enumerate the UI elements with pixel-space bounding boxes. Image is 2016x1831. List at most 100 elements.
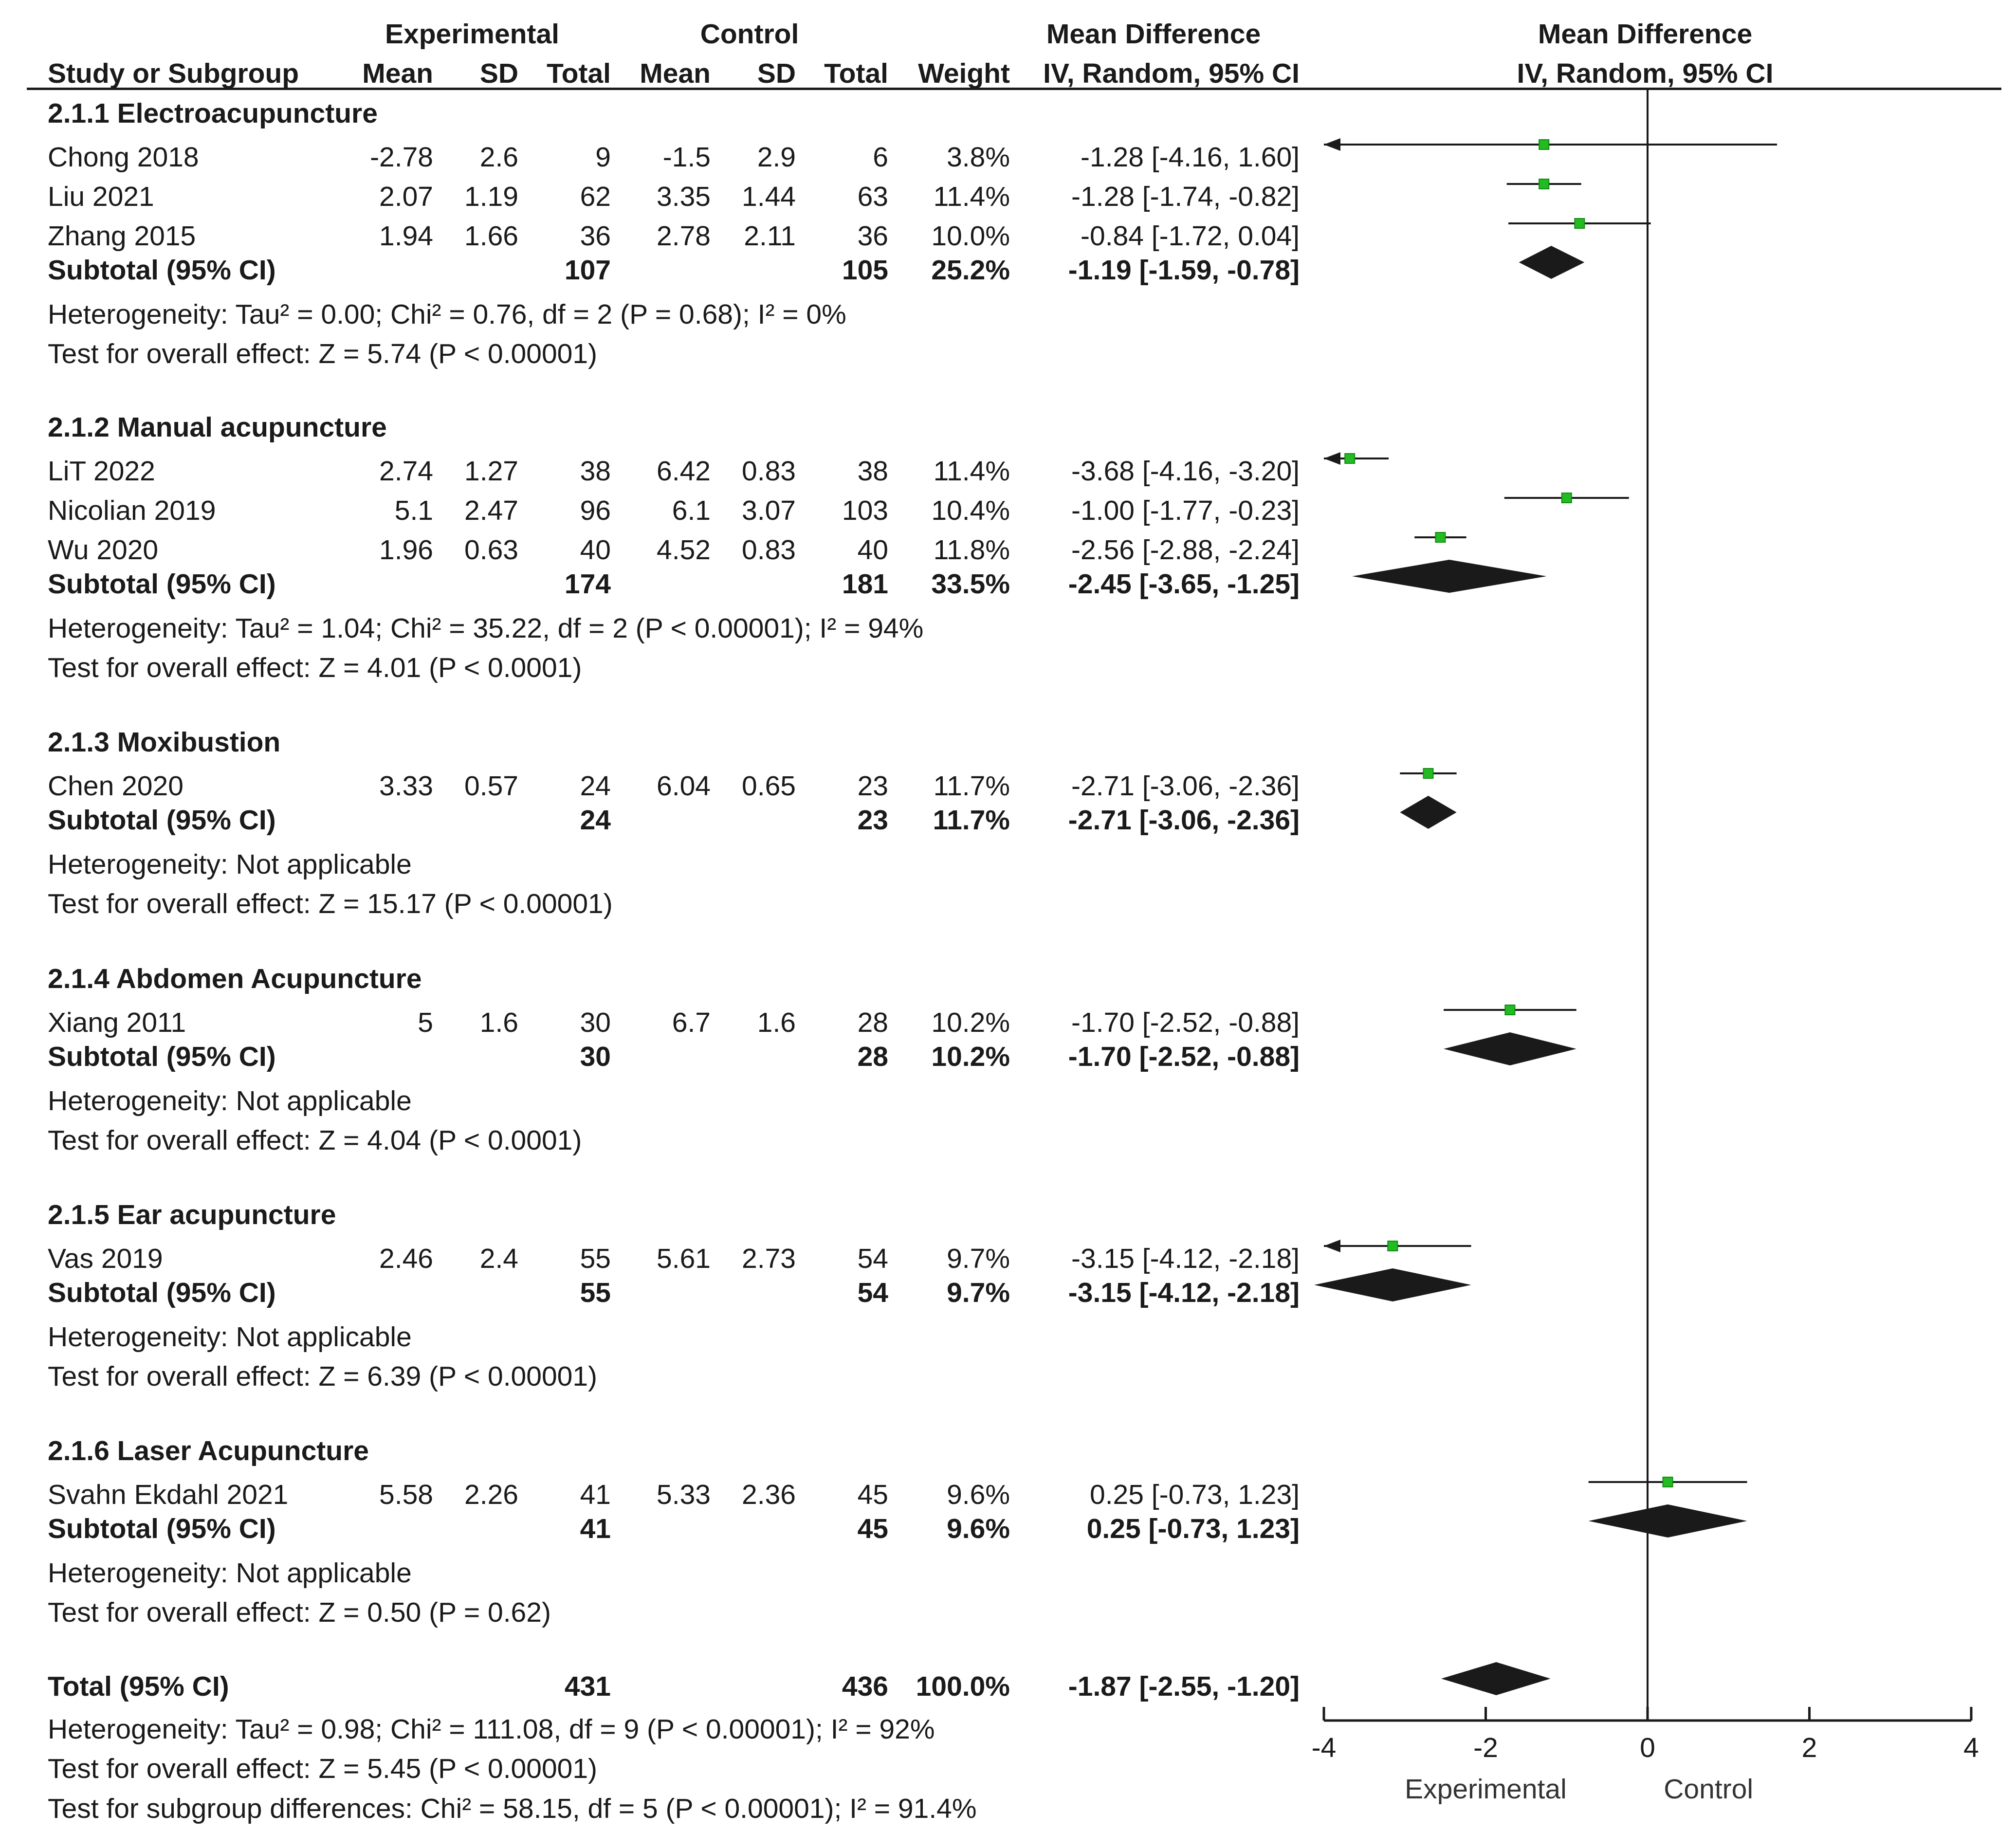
study-weight: 11.4%: [933, 181, 1010, 212]
subtotal-label: Subtotal (95% CI): [48, 255, 276, 286]
study-ci: -3.68 [-4.16, -3.20]: [1071, 456, 1300, 487]
study-e-mean: 3.33: [379, 770, 433, 802]
study-weight: 11.4%: [933, 456, 1010, 487]
study-c-mean: 6.42: [657, 456, 711, 487]
study-c-total: 103: [842, 495, 888, 526]
study-name: Wu 2020: [48, 534, 159, 566]
ci-arrow-left: [1324, 138, 1340, 151]
study-e-total: 30: [580, 1007, 611, 1038]
header-rule: [27, 88, 2001, 90]
study-c-mean: 3.35: [657, 181, 711, 212]
study-ci: 0.25 [-0.73, 1.23]: [1090, 1479, 1300, 1510]
study-weight: 10.2%: [931, 1007, 1010, 1038]
study-name: Chong 2018: [48, 142, 199, 173]
subtotal-e-total: 55: [580, 1277, 611, 1308]
study-weight: 10.0%: [931, 220, 1010, 252]
overall-effect-text: Test for overall effect: Z = 6.39 (P < 0…: [48, 1361, 598, 1392]
subtotal-label: Subtotal (95% CI): [48, 1041, 276, 1072]
heterogeneity-text: Heterogeneity: Not applicable: [48, 1557, 412, 1589]
total-overall-effect-text: Test for overall effect: Z = 5.45 (P < 0…: [48, 1753, 598, 1784]
study-e-mean: -2.78: [370, 142, 433, 173]
subgroup-title: 2.1.6 Laser Acupuncture: [48, 1435, 369, 1466]
subtotal-diamond: [1352, 560, 1547, 593]
study-c-mean: 4.52: [657, 534, 711, 566]
study-e-total: 41: [580, 1479, 611, 1510]
ctrl-total-header: Total: [824, 58, 888, 89]
study-weight: 9.6%: [947, 1479, 1010, 1510]
study-c-total: 36: [857, 220, 888, 252]
subtotal-ci: -3.15 [-4.12, -2.18]: [1068, 1277, 1300, 1308]
study-e-sd: 1.19: [464, 181, 518, 212]
study-e-sd: 2.26: [464, 1479, 518, 1510]
study-c-mean: 2.78: [657, 220, 711, 252]
subtotal-ci: -2.71 [-3.06, -2.36]: [1068, 805, 1300, 836]
study-ci: -2.56 [-2.88, -2.24]: [1071, 534, 1300, 566]
subgroup-title: 2.1.1 Electroacupuncture: [48, 98, 378, 129]
total-label: Total (95% CI): [48, 1671, 229, 1702]
subtotal-label: Subtotal (95% CI): [48, 1277, 276, 1308]
total-e-total: 431: [564, 1671, 611, 1702]
study-e-mean: 1.94: [379, 220, 433, 252]
subtotal-label: Subtotal (95% CI): [48, 568, 276, 600]
study-c-sd: 0.83: [742, 534, 796, 566]
study-e-sd: 1.66: [464, 220, 518, 252]
study-weight: 11.8%: [933, 534, 1010, 566]
overall-effect-text: Test for overall effect: Z = 5.74 (P < 0…: [48, 338, 598, 369]
study-c-sd: 2.9: [757, 142, 796, 173]
study-c-mean: 6.7: [672, 1007, 711, 1038]
study-ci: -1.00 [-1.77, -0.23]: [1071, 495, 1300, 526]
study-e-mean: 2.07: [379, 181, 433, 212]
study-c-mean: 5.33: [657, 1479, 711, 1510]
study-name: Liu 2021: [48, 181, 154, 212]
plot-subtitle: IV, Random, 95% CI: [1517, 58, 1774, 89]
subtotal-diamond: [1400, 796, 1457, 829]
subtotal-weight: 25.2%: [931, 255, 1010, 286]
ci-arrow-left: [1324, 452, 1340, 465]
study-weight: 11.7%: [933, 770, 1010, 802]
study-e-sd: 2.4: [479, 1243, 518, 1274]
study-point: [1387, 1241, 1398, 1251]
study-e-total: 96: [580, 495, 611, 526]
overall-effect-text: Test for overall effect: Z = 0.50 (P = 0…: [48, 1597, 551, 1628]
study-ci: -3.15 [-4.12, -2.18]: [1071, 1243, 1300, 1274]
study-e-total: 36: [580, 220, 611, 252]
study-e-total: 55: [580, 1243, 611, 1274]
study-point: [1539, 179, 1550, 189]
favours-experimental-label: Experimental: [1405, 1774, 1567, 1805]
study-weight: 3.8%: [947, 142, 1010, 173]
study-name: Xiang 2011: [48, 1007, 186, 1038]
study-c-sd: 0.83: [742, 456, 796, 487]
exp-total-header: Total: [547, 58, 611, 89]
subtotal-c-total: 45: [857, 1513, 888, 1544]
x-tick-label: -2: [1473, 1732, 1498, 1763]
subtotal-weight: 9.7%: [947, 1277, 1010, 1308]
study-c-mean: -1.5: [662, 142, 711, 173]
x-tick-label: 4: [1963, 1732, 1979, 1763]
study-e-sd: 0.57: [464, 770, 518, 802]
study-e-sd: 1.6: [479, 1007, 518, 1038]
heterogeneity-text: Heterogeneity: Tau² = 0.00; Chi² = 0.76,…: [48, 299, 846, 330]
study-e-sd: 1.27: [464, 456, 518, 487]
heterogeneity-text: Heterogeneity: Not applicable: [48, 849, 412, 880]
study-name: Chen 2020: [48, 770, 183, 802]
study-c-total: 6: [873, 142, 888, 173]
subtotal-ci: -1.19 [-1.59, -0.78]: [1068, 255, 1300, 286]
study-ci: -0.84 [-1.72, 0.04]: [1081, 220, 1300, 252]
total-diamond: [1441, 1662, 1551, 1695]
x-tick-label: -4: [1312, 1732, 1337, 1763]
study-point: [1504, 1005, 1516, 1015]
study-c-sd: 1.6: [757, 1007, 796, 1038]
subtotal-weight: 9.6%: [947, 1513, 1010, 1544]
study-e-mean: 5.1: [394, 495, 433, 526]
study-e-total: 40: [580, 534, 611, 566]
subgroup-differences-text: Test for subgroup differences: Chi² = 58…: [48, 1793, 977, 1824]
study-point: [1561, 493, 1572, 503]
study-e-mean: 2.74: [379, 456, 433, 487]
study-c-total: 40: [857, 534, 888, 566]
subtotal-ci: 0.25 [-0.73, 1.23]: [1086, 1513, 1300, 1544]
exp-sd-header: SD: [479, 58, 518, 89]
ci-header: IV, Random, 95% CI: [1043, 58, 1300, 89]
subtotal-diamond: [1444, 1032, 1576, 1065]
study-ci: -1.28 [-4.16, 1.60]: [1081, 142, 1300, 173]
